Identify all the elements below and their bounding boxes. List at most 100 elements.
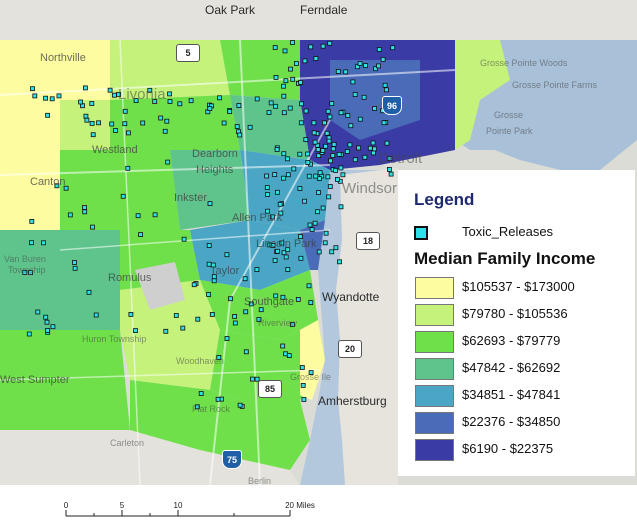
toxic-release-point [211,274,217,280]
toxic-release-point [327,184,333,189]
toxic-release-point [221,120,227,126]
map-legend: Legend Toxic_Releases Median Family Inco… [398,170,635,476]
toxic-release-point [320,43,326,49]
toxic-release-point [207,106,213,111]
toxic-release-point [301,397,307,402]
toxic-release-point [300,382,306,388]
toxic-releases-symbol [414,226,428,240]
toxic-release-point [112,92,117,98]
toxic-release-point [211,278,217,284]
toxic-release-point [299,365,305,370]
toxic-release-point [45,112,50,118]
toxic-release-point [63,185,69,191]
legend-swatch-class-1 [415,277,454,299]
toxic-release-point [285,247,291,253]
toxic-release-point [135,213,141,219]
toxic-release-point [234,124,240,129]
toxic-release-point [165,159,171,165]
legend-swatch-class-3 [415,331,454,353]
toxic-release-point [285,267,291,272]
toxic-release-point [224,336,230,341]
toxic-release-point [83,113,89,119]
toxic-release-point [256,317,262,322]
toxic-release-point [120,193,126,199]
toxic-release-point [279,240,285,246]
toxic-release-point [316,190,321,195]
legend-swatch-class-6 [415,412,454,434]
map-canvas[interactable] [0,0,637,485]
toxic-release-point [336,151,342,157]
toxic-release-point [96,120,101,126]
toxic-release-point [287,105,293,111]
toxic-release-point [308,370,314,376]
toxic-release-point [386,166,392,172]
scale-label-20-miles: 20 Miles [285,501,315,510]
toxic-release-point [113,127,118,133]
toxic-release-point [29,240,34,246]
toxic-release-point [362,154,368,160]
toxic-release-point [78,99,83,105]
toxic-release-point [188,98,194,104]
toxic-release-point [125,165,131,171]
legend-title: Legend [414,190,475,209]
scale-bar: 0 5 10 20 Miles [0,485,637,524]
toxic-release-point [345,113,351,118]
toxic-release-point [50,324,56,330]
toxic-release-point [311,120,317,126]
toxic-release-point [329,249,335,255]
toxic-release-point [338,204,344,210]
toxic-release-point [43,314,49,320]
map-view[interactable]: Oak Park Ferndale Northville Livonia Gro… [0,0,637,485]
toxic-release-point [298,255,304,261]
toxic-release-point [191,282,197,288]
toxic-release-point [254,96,260,102]
toxic-release-point [228,296,233,302]
toxic-release-point [242,276,248,282]
toxic-release-point [290,40,295,45]
toxic-release-point [30,86,35,92]
toxic-release-point [89,101,95,106]
toxic-release-point [316,249,322,255]
toxic-release-point [306,173,312,179]
toxic-release-point [343,69,349,75]
toxic-release-point [163,328,169,334]
toxic-release-point [388,171,394,177]
toxic-release-point [298,80,304,85]
toxic-release-point [372,146,378,152]
toxic-release-point [326,194,332,200]
toxic-release-point [283,78,289,84]
toxic-release-point [307,222,313,228]
interstate-96-shield: 96 [382,96,402,115]
scale-label-10: 10 [173,501,183,510]
toxic-release-point [32,93,38,99]
toxic-release-point [247,124,253,130]
toxic-release-point [198,391,204,396]
legend-label-class-6: $22376 - $34850 [462,414,561,429]
toxic-release-point [215,396,221,402]
legend-label-class-1: $105537 - $173000 [462,279,575,294]
toxic-release-point [297,186,303,191]
toxic-release-point [309,227,315,233]
toxic-release-point [258,307,264,313]
legend-label-class-2: $79780 - $105536 [462,306,568,321]
basemap-land-south [0,430,300,485]
route-85-shield: 85 [258,380,282,398]
toxic-release-point [72,265,78,271]
toxic-release-point [264,185,270,191]
toxic-release-point [269,214,275,220]
toxic-release-point [82,205,87,210]
median-family-income-title: Median Family Income [414,249,596,268]
toxic-release-point [158,115,164,121]
toxic-release-point [356,145,362,151]
toxic-release-point [277,201,283,207]
toxic-release-point [326,138,332,144]
toxic-release-point [288,66,293,72]
toxic-release-point [44,319,50,325]
toxic-release-point [320,205,326,211]
toxic-release-point [83,85,88,91]
legend-swatch-class-7 [415,439,454,461]
toxic-release-point [273,103,278,109]
toxic-release-point [274,147,280,153]
toxic-release-point [82,209,88,215]
toxic-release-point [387,156,393,161]
